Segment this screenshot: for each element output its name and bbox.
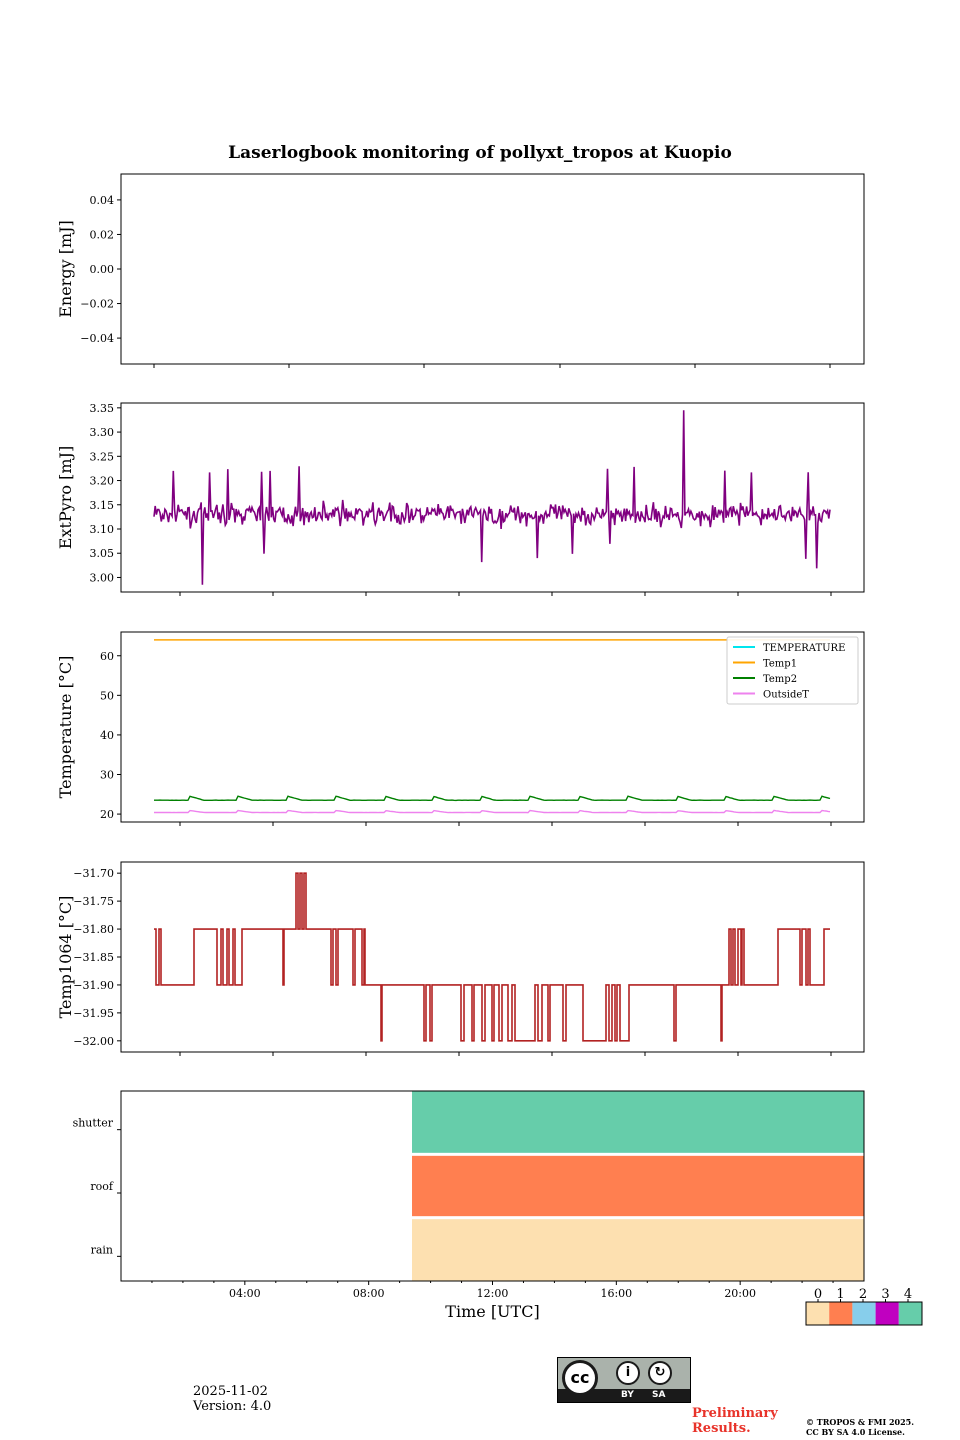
y-tick-label: 3.05 <box>90 547 115 560</box>
y-tick-label: 3.00 <box>90 571 115 584</box>
legend: TEMPERATURE Temp1 Temp2 OutsideT <box>726 636 859 705</box>
colorbar-tick-label: 1 <box>836 1287 844 1302</box>
y-tick-label: 3.20 <box>90 475 115 488</box>
y-tick-label: 20 <box>100 808 114 821</box>
row-label-roof: roof <box>90 1180 114 1193</box>
y-tick-label: 3.10 <box>90 523 115 536</box>
y-tick-label: −0.02 <box>80 298 114 311</box>
y-tick-label: 50 <box>100 689 114 702</box>
panel-extpyro: 3.00 3.05 3.10 3.15 3.20 3.25 3.30 3.35 ExtPyro … <box>56 402 865 596</box>
y-axis-label: Temp1064 [°C] <box>56 896 75 1019</box>
panel-energy: −0.04 −0.02 0.00 0.02 0.04 Energy [mJ] <box>56 173 865 368</box>
legend-entry: TEMPERATURE <box>763 643 845 654</box>
y-tick-label: 40 <box>100 729 114 742</box>
x-tick-label: 04:00 <box>229 1287 261 1300</box>
version-label: Version: 4.0 <box>193 1399 272 1414</box>
status-cell-roof <box>412 1155 864 1217</box>
outsidet-line <box>154 809 831 814</box>
date-version: 2025-11-02 Version: 4.0 <box>193 1384 271 1414</box>
cc-sa-label: SA <box>652 1390 666 1400</box>
legend-entry: Temp1 <box>763 659 797 670</box>
y-axis-label: Temperature [°C] <box>56 656 75 799</box>
colorbar-swatch <box>852 1302 876 1325</box>
colorbar-tick-label: 2 <box>859 1287 867 1302</box>
legend-entry: Temp2 <box>763 674 797 685</box>
date-label: 2025-11-02 <box>193 1384 268 1399</box>
y-tick-label: 0.04 <box>90 194 115 207</box>
y-tick-label: −31.90 <box>73 979 114 992</box>
y-tick-label: 0.02 <box>90 228 115 241</box>
copyright-line2: CC BY SA 4.0 License. <box>806 1427 905 1437</box>
colorbar-swatch <box>898 1302 922 1325</box>
status-cell-rain <box>412 1219 864 1281</box>
y-axis-label: Energy [mJ] <box>56 220 75 318</box>
y-tick-label: 3.15 <box>90 499 115 512</box>
y-tick-label: 60 <box>100 650 114 663</box>
status-cell-shutter <box>412 1091 864 1153</box>
extpyro-line <box>153 410 831 585</box>
colorbar-frame <box>805 1301 923 1326</box>
x-tick-label: 16:00 <box>600 1287 632 1300</box>
y-tick-label: −32.00 <box>73 1035 114 1048</box>
energy-axes-frame <box>120 173 865 365</box>
y-tick-label: −31.95 <box>73 1007 114 1020</box>
y-tick-label: 3.30 <box>90 426 115 439</box>
chart-title: Laserlogbook monitoring of pollyxt_tropo… <box>228 143 732 163</box>
panel-temperature: 20 30 40 50 60 Temperature [°C] TEMPERATURE Tem… <box>56 631 865 826</box>
cc-by-label: BY <box>621 1390 634 1400</box>
colorbar-swatch <box>829 1302 853 1325</box>
extpyro-axes-frame <box>120 402 865 593</box>
x-axis-label: Time [UTC] <box>445 1302 539 1321</box>
y-tick-label: −31.70 <box>73 867 114 880</box>
panel-status: shutter roof rain 04:00 08:00 12:00 16:00 20:00… <box>73 1090 923 1326</box>
y-tick-label: −31.80 <box>73 923 114 936</box>
y-tick-label: −31.85 <box>73 951 114 964</box>
row-label-shutter: shutter <box>73 1117 114 1130</box>
cc-bar <box>558 1389 690 1402</box>
colorbar-tick-label: 3 <box>881 1287 889 1302</box>
temp2-line <box>154 795 831 802</box>
y-axis-label: ExtPyro [mJ] <box>56 446 75 549</box>
row-label-rain: rain <box>91 1243 113 1256</box>
x-tick-label: 08:00 <box>353 1287 385 1300</box>
y-tick-label: 3.35 <box>90 402 115 415</box>
legend-entry: OutsideT <box>763 690 809 701</box>
copyright-notice: © TROPOS & FMI 2025. CC BY SA 4.0 Licens… <box>806 1417 914 1437</box>
colorbar-swatch <box>806 1302 830 1325</box>
colorbar-tick-label: 4 <box>904 1287 912 1302</box>
y-tick-label: 0.00 <box>90 263 115 276</box>
colorbar-tick-label: 0 <box>814 1287 822 1302</box>
panel-temp1064: −32.00 −31.95 −31.90 −31.85 −31.80 −31.75 −31.… <box>56 861 865 1056</box>
temp1064-line <box>154 872 830 1042</box>
preliminary-results: Preliminary Results. <box>692 1406 778 1436</box>
cc-by-sa-icon: cc i ↻ BY SA <box>557 1357 691 1403</box>
y-tick-label: 3.25 <box>90 450 115 463</box>
y-tick-label: −0.04 <box>80 332 114 345</box>
by-icon: i <box>616 1361 640 1385</box>
y-tick-label: 30 <box>100 769 114 782</box>
sa-icon: ↻ <box>648 1361 672 1385</box>
legend-box <box>726 636 859 705</box>
copyright-line1: © TROPOS & FMI 2025. <box>806 1417 915 1427</box>
y-tick-label: −31.75 <box>73 895 114 908</box>
cc-icon: cc <box>562 1360 598 1396</box>
x-tick-label: 20:00 <box>724 1287 756 1300</box>
x-tick-label: 12:00 <box>477 1287 509 1300</box>
colorbar-swatch <box>875 1302 899 1325</box>
